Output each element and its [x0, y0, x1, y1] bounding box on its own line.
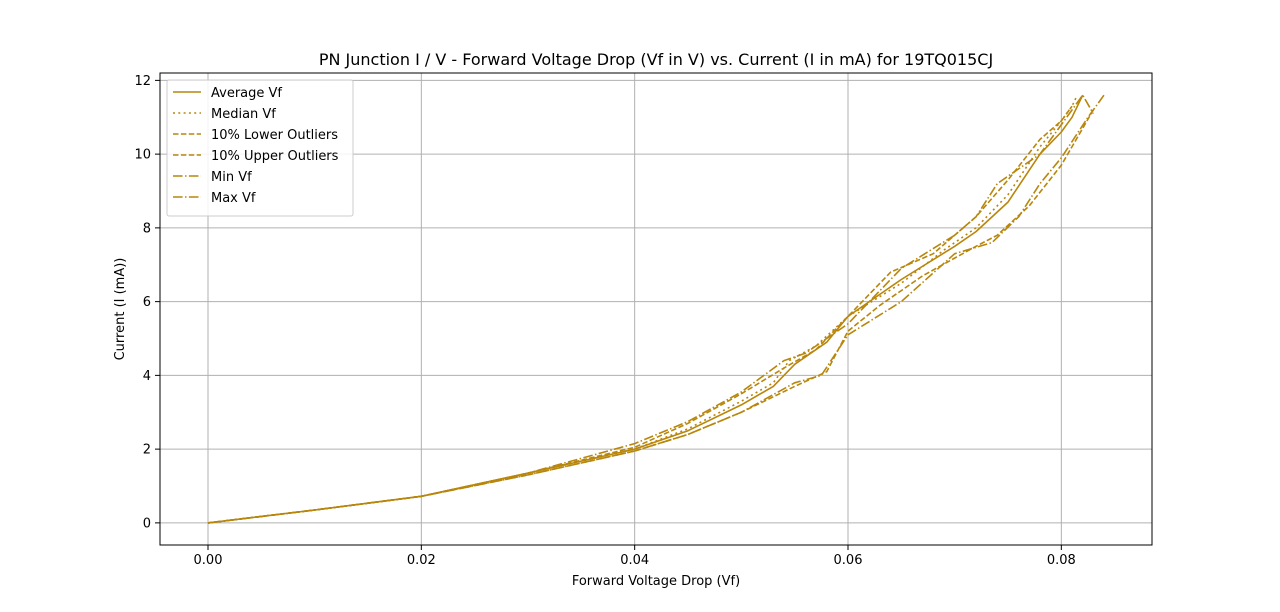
- chart-title: PN Junction I / V - Forward Voltage Drop…: [319, 50, 993, 69]
- plot-series: [207, 94, 1105, 524]
- series-line-max-vf: [207, 94, 1094, 524]
- y-tick-label: 0: [143, 516, 151, 531]
- axis-ticks: 0.00 0.02 0.04 0.06 0.08 0 2 4 6 8 10 12: [134, 74, 1075, 568]
- y-tick-label: 6: [143, 295, 151, 310]
- y-tick-label: 10: [134, 148, 151, 163]
- legend-label-median-vf: Median Vf: [211, 107, 276, 122]
- y-tick-label: 4: [143, 369, 151, 384]
- series-line-min-vf: [207, 94, 1105, 524]
- plot-frame: [159, 72, 1153, 546]
- legend-label-10pct-upper-outliers: 10% Upper Outliers: [211, 149, 339, 164]
- legend: Average Vf Median Vf 10% Lower Outliers 10%…: [166, 79, 354, 217]
- y-tick-label: 8: [143, 221, 151, 236]
- legend-label-min-vf: Min Vf: [211, 170, 252, 185]
- legend-label-max-vf: Max Vf: [211, 191, 256, 206]
- legend-box: [166, 79, 354, 217]
- x-tick-label: 0.04: [620, 553, 649, 568]
- y-tick-label: 12: [134, 74, 151, 89]
- legend-label-10pct-lower-outliers: 10% Lower Outliers: [211, 128, 338, 143]
- x-tick-label: 0.06: [834, 553, 863, 568]
- x-tick-label: 0.08: [1047, 553, 1076, 568]
- legend-label-average-vf: Average Vf: [211, 86, 282, 101]
- x-axis-label: Forward Voltage Drop (Vf): [572, 574, 740, 589]
- y-tick-label: 2: [143, 443, 151, 458]
- x-tick-label: 0.00: [194, 553, 223, 568]
- y-axis-label: Current (I (mA)): [113, 258, 128, 361]
- x-tick-label: 0.02: [407, 553, 436, 568]
